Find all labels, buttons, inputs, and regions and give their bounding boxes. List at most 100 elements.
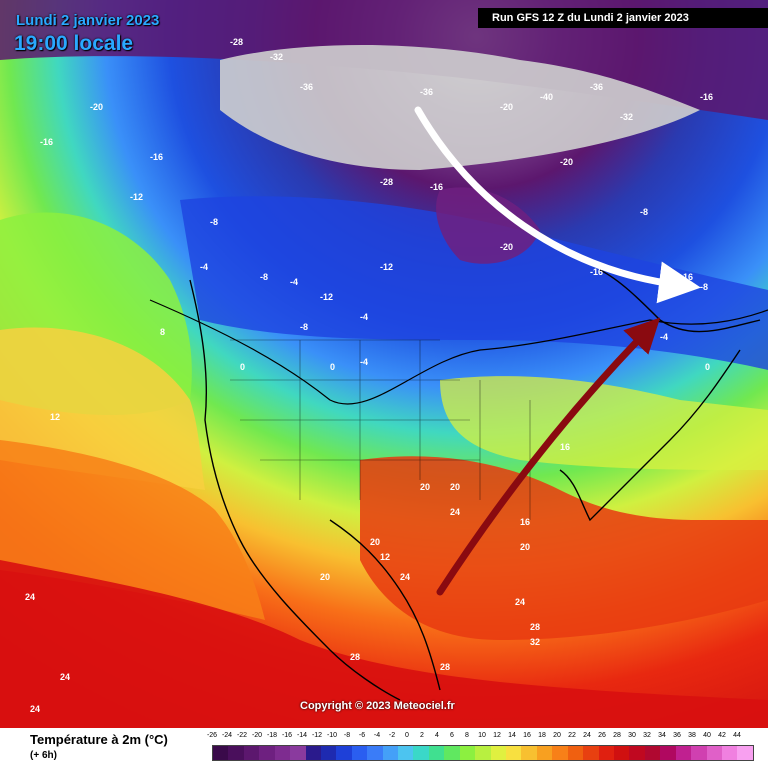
legend-scale-label: -20 <box>251 732 263 739</box>
south-us-orange-zone <box>360 456 768 640</box>
legend-scale-label: 28 <box>613 732 621 739</box>
temperature-value: 0 <box>330 362 335 372</box>
legend-scale-label: 22 <box>568 732 576 739</box>
temperature-value: -20 <box>560 157 573 167</box>
legend-scale-label: -8 <box>343 732 351 739</box>
temperature-value: -20 <box>500 242 513 252</box>
temperature-value: 24 <box>515 597 525 607</box>
legend-scale-label: 6 <box>450 732 454 739</box>
temperature-value: 0 <box>240 362 245 372</box>
cold-air-arrow <box>414 106 701 304</box>
legend-swatch <box>428 746 445 760</box>
legend-scale-label: -6 <box>358 732 366 739</box>
temperature-value: -16 <box>430 182 443 192</box>
temperature-value: -20 <box>90 102 103 112</box>
legend-swatch <box>506 746 522 760</box>
temperature-value: -32 <box>270 52 283 62</box>
legend-scale-label: -2 <box>388 732 396 739</box>
temperature-value: -8 <box>700 282 708 292</box>
temperature-value: -4 <box>290 277 298 287</box>
tropical-red-zone <box>0 560 768 728</box>
legend-subtitle: (+ 6h) <box>30 750 57 761</box>
legend-swatch <box>521 746 537 760</box>
legend-swatch <box>274 746 291 760</box>
legend-swatch <box>228 746 244 760</box>
legend-scale-label: 30 <box>628 732 636 739</box>
legend-swatch <box>398 746 414 760</box>
legend-swatch <box>444 746 460 760</box>
coastline <box>189 269 761 701</box>
temperature-value: 28 <box>530 622 540 632</box>
legend-scale-label: 10 <box>478 732 486 739</box>
legend-swatch <box>459 746 476 760</box>
legend-scale-label: 0 <box>405 732 409 739</box>
legend-swatch <box>490 746 507 760</box>
warm-air-arrow <box>436 317 661 596</box>
legend-scale-label: -26 <box>206 732 218 739</box>
legend-title: Température à 2m (°C) <box>30 732 168 747</box>
temperature-value: 16 <box>520 517 530 527</box>
temperature-value: 24 <box>30 704 40 714</box>
hudson-purple-zone <box>436 187 540 264</box>
legend-swatch <box>691 746 707 760</box>
temperature-values: -28-32-36 -36 -40-36-32-28-20-16-12-20-16-… <box>25 37 713 714</box>
legend-swatch <box>660 746 676 760</box>
temperature-value: -40 <box>540 92 553 102</box>
copyright: Copyright © 2023 Meteociel.fr <box>300 700 455 712</box>
legend-swatch <box>613 746 630 760</box>
arctic-grey-zone <box>220 45 700 170</box>
legend-scale-label: 24 <box>583 732 591 739</box>
legend-swatch <box>644 746 661 760</box>
forecast-date: Lundi 2 janvier 2023 <box>16 12 160 29</box>
temperature-value: -28 <box>380 177 393 187</box>
temperature-value: -12 <box>380 262 393 272</box>
legend-scale-label: -10 <box>326 732 338 739</box>
temperature-value: -20 <box>500 102 513 112</box>
legend-swatch <box>629 746 645 760</box>
legend-swatch <box>367 746 383 760</box>
temperature-value: 20 <box>320 572 330 582</box>
legend-swatch <box>413 746 429 760</box>
legend-swatch <box>583 746 599 760</box>
temperature-value: -4 <box>660 332 668 342</box>
temperature-value: -8 <box>210 217 218 227</box>
legend-scale-label: 32 <box>643 732 651 739</box>
legend-swatch <box>305 746 321 760</box>
legend-scale-labels: -26 -24 -22 -20 -18 -16 -14 -12 -10 -8 -6 -4 -2 0 2 4 6 8… <box>205 732 750 744</box>
temperature-value: 12 <box>380 552 390 562</box>
temperature-value: -32 <box>620 112 633 122</box>
legend-scale-label: 20 <box>553 732 561 739</box>
temperature-value: -16 <box>700 92 713 102</box>
temperature-value: 28 <box>350 652 360 662</box>
color-legend: Température à 2m (°C) (+ 6h) -26 -24 -22 -2… <box>0 728 768 768</box>
legend-scale-label: 36 <box>673 732 681 739</box>
legend-scale-label: -14 <box>296 732 308 739</box>
freezing-isotherm <box>149 299 768 405</box>
temperature-value: -8 <box>300 322 308 332</box>
temperature-value: -16 <box>40 137 53 147</box>
temperature-value: -4 <box>200 262 208 272</box>
legend-scale-label: 4 <box>435 732 439 739</box>
temperature-value: -36 <box>590 82 603 92</box>
temperature-value: 16 <box>560 442 570 452</box>
legend-swatch <box>552 746 568 760</box>
temperature-map: -28-32-36 -36 -40-36-32-28-20-16-12-20-16-… <box>0 0 768 728</box>
temperature-value: 20 <box>520 542 530 552</box>
temperature-value: -4 <box>360 357 368 367</box>
temperature-value: 8 <box>160 327 165 337</box>
temperature-value: 24 <box>400 572 410 582</box>
model-run-banner: Run GFS 12 Z du Lundi 2 janvier 2023 <box>478 8 768 28</box>
temperature-value: -16 <box>680 272 693 282</box>
legend-swatch <box>598 746 614 760</box>
temperature-value: -16 <box>590 267 603 277</box>
temperature-value: 20 <box>450 482 460 492</box>
legend-swatch <box>536 746 553 760</box>
temperature-value: -8 <box>260 272 268 282</box>
legend-swatch <box>290 746 306 760</box>
great-lakes-yellow-zone <box>440 376 768 470</box>
temperature-value: 32 <box>530 637 540 647</box>
legend-swatch <box>475 746 491 760</box>
legend-scale-label: -24 <box>221 732 233 739</box>
legend-scale-label: 40 <box>703 732 711 739</box>
